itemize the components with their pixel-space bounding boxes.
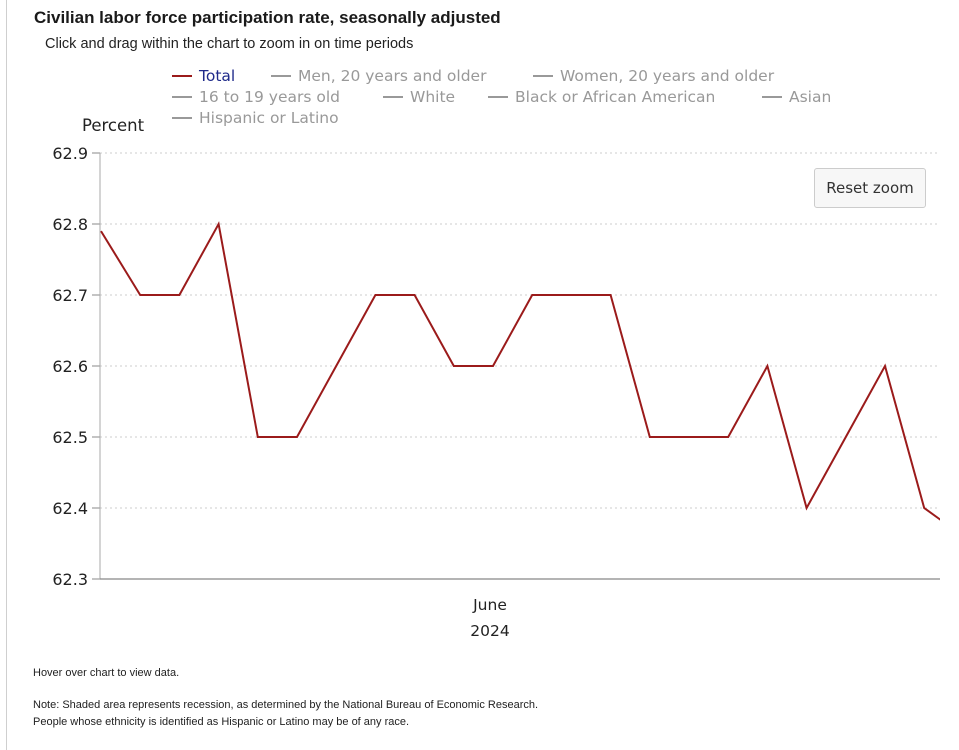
legend-label: Asian [789, 88, 832, 106]
legend-item-men[interactable]: Men, 20 years and older [271, 66, 486, 86]
x-tick-label-year: 2024 [470, 622, 509, 640]
legend-swatch-icon [172, 117, 192, 119]
legend-swatch-icon [488, 96, 508, 98]
note-hispanic: People whose ethnicity is identified as … [33, 716, 410, 728]
legend-swatch-icon [533, 75, 553, 77]
reset-zoom-button[interactable]: Reset zoom [814, 168, 926, 208]
x-tick-label-month: June [472, 596, 507, 614]
y-tick-label: 62.9 [52, 144, 88, 163]
series-line-total [100, 221, 940, 521]
legend-label: Black or African American [515, 88, 716, 106]
hover-note: Hover over chart to view data. [33, 667, 180, 679]
y-tick-label: 62.8 [52, 215, 88, 234]
legend-label: Men, 20 years and older [298, 67, 487, 85]
chart-plot[interactable]: 62.3 62.4 62.5 62.6 62.7 62.8 62.9 June 2024 [0, 0, 959, 650]
y-tick-label: 62.7 [52, 286, 88, 305]
legend-swatch-icon [271, 75, 291, 77]
legend-label: Hispanic or Latino [199, 109, 339, 127]
y-tick-label: 62.6 [52, 357, 88, 376]
legend-label: 16 to 19 years old [199, 88, 340, 106]
legend-label: White [410, 88, 456, 106]
legend-item-white[interactable]: White [383, 87, 455, 107]
legend-item-hispanic[interactable]: Hispanic or Latino [172, 108, 339, 128]
legend-item-total[interactable]: Total [172, 66, 235, 86]
y-axis-title: Percent [82, 116, 145, 135]
legend-swatch-icon [172, 96, 192, 98]
legend-swatch-icon [383, 96, 403, 98]
legend-label: Total [199, 67, 236, 85]
y-tick-label: 62.5 [52, 428, 88, 447]
legend-item-women[interactable]: Women, 20 years and older [533, 66, 774, 86]
y-tick-label: 62.3 [52, 570, 88, 589]
y-tick-label: 62.4 [52, 499, 88, 518]
legend-item-black[interactable]: Black or African American [488, 87, 715, 107]
legend-swatch-icon [172, 75, 192, 77]
chart-subtitle: Click and drag within the chart to zoom … [45, 36, 414, 52]
legend-swatch-icon [762, 96, 782, 98]
chart-title: Civilian labor force participation rate,… [34, 8, 501, 27]
legend-item-teens[interactable]: 16 to 19 years old [172, 87, 340, 107]
frame-border [6, 0, 7, 750]
note-recession: Note: Shaded area represents recession, … [33, 699, 539, 711]
legend-item-asian[interactable]: Asian [762, 87, 831, 107]
legend-label: Women, 20 years and older [560, 67, 775, 85]
